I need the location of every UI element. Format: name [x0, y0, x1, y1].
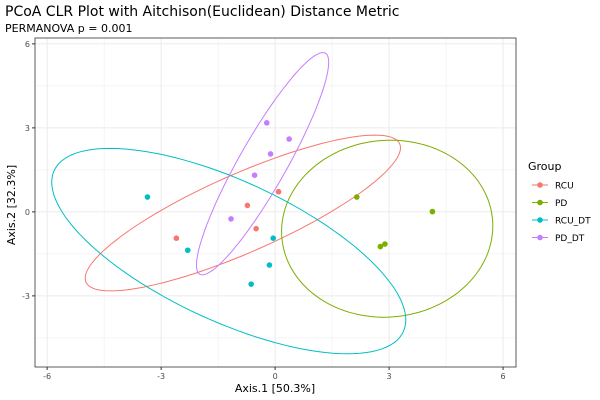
point-rcu-dt [184, 247, 191, 254]
ellipse-rcu [84, 134, 402, 292]
y-tick-label: 6 [25, 40, 30, 49]
point-pd-dt [267, 151, 274, 157]
point-pd [382, 241, 388, 247]
legend-label: PD [555, 199, 567, 209]
legend-key-point [537, 217, 543, 223]
points [144, 120, 436, 287]
x-axis-label: Axis.1 [50.3%] [235, 382, 315, 395]
ellipse-pd-dt [195, 52, 330, 276]
legend-label: RCU_DT [555, 217, 591, 227]
point-pd [354, 194, 360, 200]
legend: RCU PD RCU_DT PD_DT [532, 182, 591, 244]
ellipses [51, 52, 494, 355]
x-tick-label: 3 [387, 372, 392, 381]
ellipse-pd [281, 139, 494, 318]
x-tick-label: 0 [273, 372, 278, 381]
y-axis-label: Axis.2 [32.3%] [5, 165, 18, 245]
y-tick-label: 3 [25, 124, 30, 133]
point-pd-dt [263, 120, 270, 126]
y-tick-label: -3 [22, 292, 30, 301]
point-pd [429, 208, 436, 215]
ellipse-rcu-dt [51, 147, 407, 355]
point-rcu [275, 188, 282, 195]
chart-subtitle: PERMANOVA p = 0.001 [5, 22, 132, 35]
legend-key-point [537, 199, 543, 206]
legend-key-point [537, 234, 543, 241]
y-tick-label: 0 [25, 208, 30, 217]
point-rcu [173, 235, 180, 241]
point-rcu [253, 225, 259, 232]
point-pd-dt [251, 172, 258, 178]
legend-label: PD_DT [555, 234, 585, 244]
point-pd [377, 243, 384, 250]
point-rcu [244, 202, 251, 209]
point-rcu-dt [270, 235, 277, 241]
x-tick-label: -3 [157, 372, 165, 381]
legend-title: Group [528, 160, 562, 173]
x-tick-label: -6 [43, 372, 51, 381]
x-tick-label: 6 [501, 372, 506, 381]
legend-label: RCU [555, 182, 574, 192]
point-rcu-dt [144, 194, 151, 200]
legend-key-point [537, 182, 543, 188]
ticks: -6 -3 0 3 6 -3 0 3 6 [22, 40, 506, 381]
point-pd-dt [228, 216, 234, 222]
point-pd-dt [286, 136, 292, 142]
point-rcu-dt [248, 281, 254, 287]
point-rcu-dt [266, 262, 273, 268]
grid [35, 38, 516, 367]
chart-title: PCoA CLR Plot with Aitchison(Euclidean) … [5, 4, 399, 20]
